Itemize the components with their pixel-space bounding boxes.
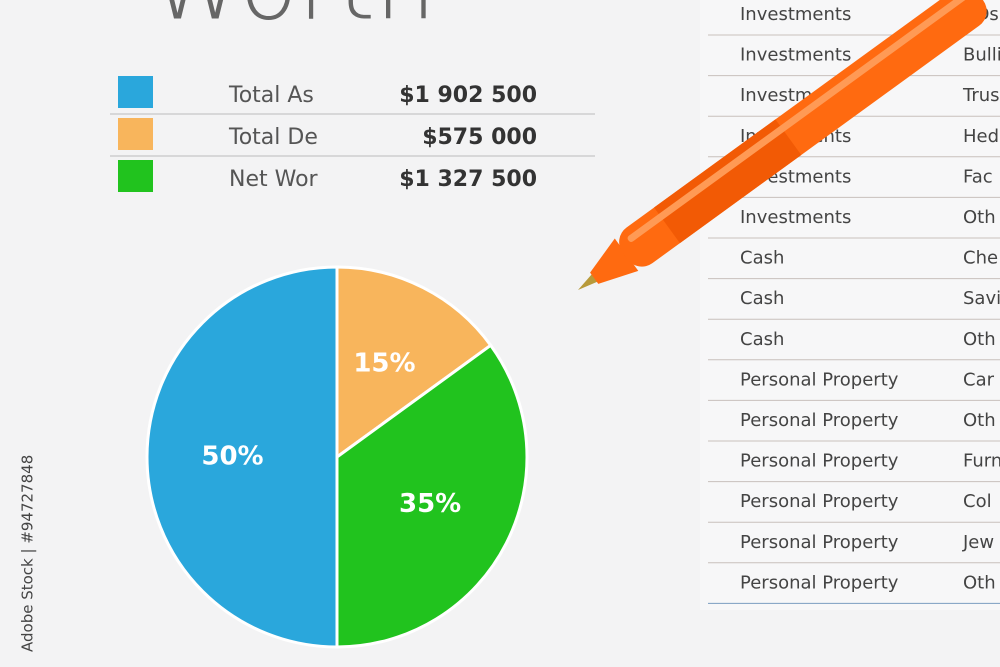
table-category: Cash: [740, 248, 784, 269]
slice-label: 15%: [353, 348, 415, 378]
summary-label: Total As: [228, 83, 314, 108]
slice-label: 35%: [399, 489, 461, 519]
table-item: Furn: [963, 451, 1000, 472]
table-category: Personal Property: [740, 491, 899, 512]
watermark: Adobe Stock | #94727848: [19, 455, 37, 652]
summary-label: Net Wor: [229, 167, 319, 192]
table-item: Trus: [962, 85, 1000, 106]
table-item: Savi: [963, 288, 1000, 309]
table-item: Bulli: [963, 45, 1000, 66]
summary-amount: $1 902 500: [399, 83, 537, 108]
table-item: Oth: [963, 572, 996, 593]
pen: [578, 0, 987, 290]
table-category: Investments: [740, 4, 851, 25]
table-item: Jew: [962, 532, 994, 553]
table-category: Cash: [740, 329, 784, 350]
table-item: Hed: [963, 126, 999, 147]
pie-slice: [335, 265, 493, 460]
table-category: Personal Property: [740, 451, 899, 472]
pen-cone: [590, 238, 639, 284]
table-category: Personal Property: [740, 532, 899, 553]
table-item: Col: [963, 491, 992, 512]
table-item: Oth: [963, 207, 996, 228]
table-category: Investments: [740, 207, 851, 228]
table-item: Car: [963, 369, 995, 390]
table-category: Personal Property: [740, 572, 899, 593]
doc-title: Worth: [150, 0, 436, 41]
legend-swatch: [118, 76, 153, 108]
summary-amount: $575 000: [422, 125, 537, 150]
table-category: Personal Property: [740, 410, 899, 431]
legend-swatch: [118, 160, 153, 192]
table-category: Investments: [740, 45, 851, 66]
legend-swatch: [118, 118, 153, 150]
table-item: Che: [963, 248, 998, 269]
table-category: Personal Property: [740, 369, 899, 390]
summary-label: Total De: [228, 125, 318, 150]
pie-slice: [335, 343, 529, 649]
table-category: Cash: [740, 288, 784, 309]
pen-grip: [654, 119, 802, 244]
slice-label: 50%: [201, 442, 263, 472]
summary-amount: $1 327 500: [399, 167, 537, 192]
table-item: Oth: [963, 329, 996, 350]
table-item: Fac: [963, 166, 993, 187]
table-item: Oth: [963, 410, 996, 431]
pie-slice: [145, 265, 339, 649]
pen-shine: [627, 0, 970, 243]
